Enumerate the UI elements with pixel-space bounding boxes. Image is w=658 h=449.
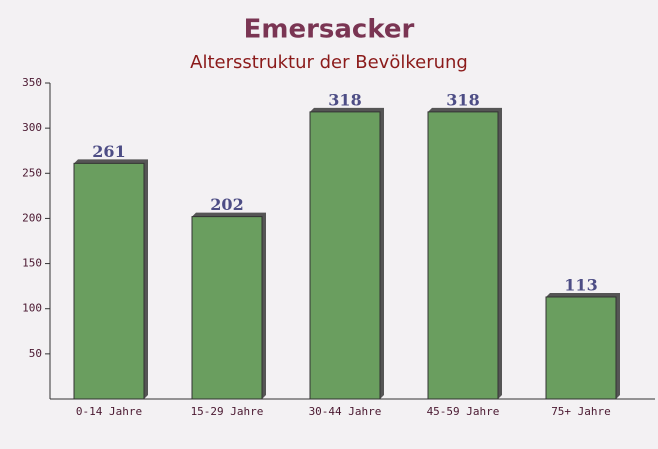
y-tick-label: 100 (22, 302, 42, 315)
bar (309, 111, 381, 400)
y-tick-label: 350 (22, 76, 42, 89)
y-tick-label: 250 (22, 166, 42, 179)
x-tick-label: 45-59 Jahre (427, 405, 500, 418)
value-label: 261 (92, 142, 125, 161)
x-tick-label: 0-14 Jahre (76, 405, 142, 418)
y-tick-label: 50 (29, 347, 42, 360)
y-tick-label: 150 (22, 257, 42, 270)
value-label: 318 (446, 90, 479, 109)
y-tick-label: 200 (22, 211, 42, 224)
value-label: 113 (564, 275, 597, 294)
bar (545, 296, 617, 400)
bar (427, 111, 499, 400)
chart-title: Emersacker (244, 15, 415, 45)
x-tick-label: 75+ Jahre (551, 405, 611, 418)
x-tick-label: 15-29 Jahre (191, 405, 264, 418)
y-tick-label: 300 (22, 121, 42, 134)
x-tick-label: 30-44 Jahre (309, 405, 382, 418)
bar (73, 162, 145, 400)
value-label: 318 (328, 90, 361, 109)
value-label: 202 (210, 195, 243, 214)
chart-subtitle: Altersstruktur der Bevölkerung (190, 52, 468, 73)
bar (191, 216, 263, 400)
